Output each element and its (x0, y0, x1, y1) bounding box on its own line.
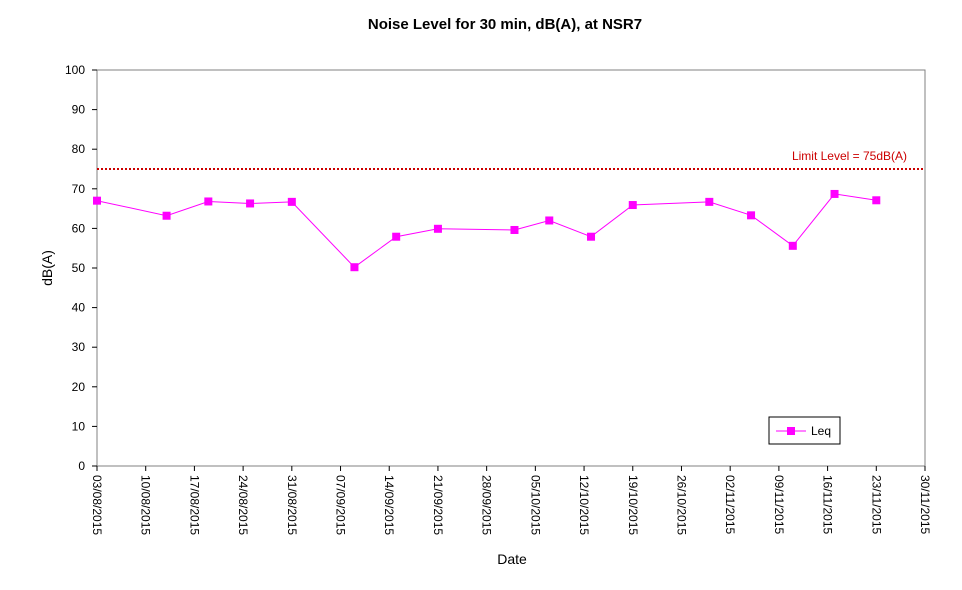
x-tick-label: 19/10/2015 (626, 475, 640, 535)
data-point (587, 232, 596, 241)
data-point (93, 196, 101, 205)
y-tick-label: 90 (72, 103, 86, 117)
x-axis-title: Date (497, 551, 527, 567)
data-point (287, 197, 296, 206)
y-tick-label: 100 (65, 63, 85, 77)
data-point (162, 211, 171, 220)
y-tick-label: 40 (72, 301, 86, 315)
legend: Leq (768, 416, 841, 445)
legend-marker (787, 427, 795, 435)
plot-area (96, 69, 926, 467)
data-point (872, 196, 881, 205)
series-leq (93, 189, 881, 272)
data-point (545, 216, 554, 225)
series-line (96, 193, 877, 268)
x-tick-label: 26/10/2015 (674, 475, 688, 535)
data-point (246, 199, 255, 208)
x-tick-label: 05/10/2015 (528, 475, 542, 535)
data-point (747, 211, 756, 220)
data-point (433, 224, 442, 233)
data-point (788, 241, 797, 250)
y-tick-label: 10 (72, 419, 86, 433)
y-tick-label: 80 (72, 142, 86, 156)
x-tick-label: 17/08/2015 (187, 475, 201, 535)
data-point (705, 197, 714, 206)
x-tick-label: 12/10/2015 (577, 475, 591, 535)
y-tick-label: 60 (72, 221, 86, 235)
y-tick-label: 30 (72, 340, 86, 354)
x-tick-label: 09/11/2015 (772, 475, 786, 534)
x-tick-label: 14/09/2015 (382, 475, 396, 535)
y-axis: 0 10 20 30 40 50 60 70 80 90 100 (65, 63, 97, 473)
x-tick-label: 10/08/2015 (139, 475, 153, 535)
data-point (392, 232, 401, 241)
x-tick-label: 16/11/2015 (821, 475, 835, 534)
x-tick-label: 30/11/2015 (918, 475, 932, 534)
x-tick-label: 02/11/2015 (723, 475, 737, 534)
x-tick-label: 03/08/2015 (90, 475, 104, 535)
y-tick-label: 20 (72, 380, 86, 394)
x-axis: 03/08/2015 10/08/2015 17/08/2015 24/08/2015… (90, 466, 932, 535)
limit-level: Limit Level = 75dB(A) (97, 149, 925, 170)
data-point (830, 189, 839, 198)
data-point (628, 201, 637, 210)
legend-label: Leq (811, 424, 831, 438)
chart-title: Noise Level for 30 min, dB(A), at NSR7 (368, 16, 642, 33)
y-tick-label: 70 (72, 182, 86, 196)
x-tick-label: 31/08/2015 (285, 475, 299, 535)
data-point (204, 197, 213, 206)
y-axis-title: dB(A) (39, 250, 55, 286)
x-tick-label: 28/09/2015 (480, 475, 494, 535)
y-tick-label: 50 (72, 261, 86, 275)
limit-label: Limit Level = 75dB(A) (792, 149, 907, 163)
x-tick-label: 21/09/2015 (431, 475, 445, 535)
y-tick-label: 0 (78, 459, 85, 473)
data-point (510, 225, 519, 234)
x-tick-label: 24/08/2015 (236, 475, 250, 535)
x-tick-label: 23/11/2015 (869, 475, 883, 534)
data-point (350, 263, 359, 272)
x-tick-label: 07/09/2015 (334, 475, 348, 535)
